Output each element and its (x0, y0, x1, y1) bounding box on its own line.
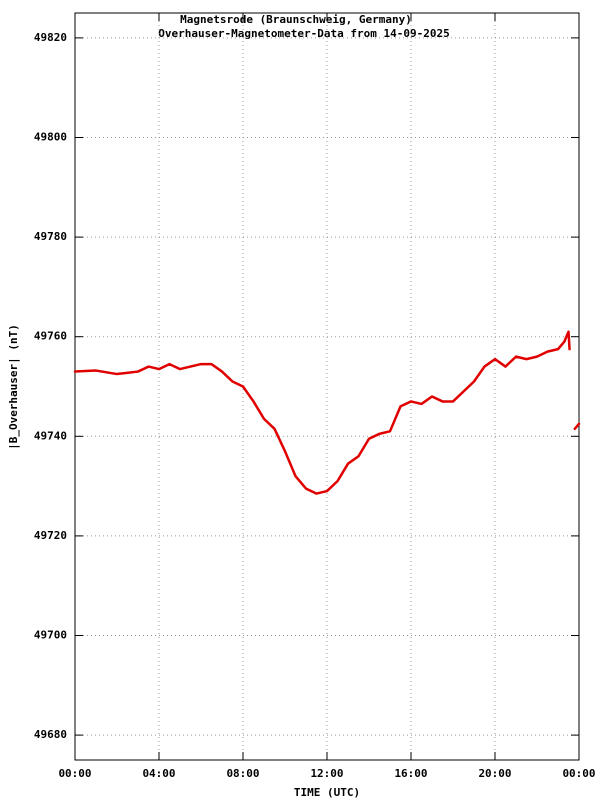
x-tick-label: 08:00 (226, 767, 259, 780)
y-tick-label: 49820 (34, 31, 67, 44)
x-tick-label: 12:00 (310, 767, 343, 780)
y-tick-label: 49780 (34, 230, 67, 243)
y-tick-label: 49800 (34, 131, 67, 144)
x-tick-label: 20:00 (478, 767, 511, 780)
x-tick-label: 00:00 (562, 767, 595, 780)
chart-subtitle: Overhauser-Magnetometer-Data from 14-09-… (158, 27, 449, 40)
y-tick-label: 49700 (34, 629, 67, 642)
x-axis-label: TIME (UTC) (294, 786, 360, 799)
chart-title: Magnetsrode (Braunschweig, Germany) (180, 13, 412, 26)
y-tick-label: 49680 (34, 728, 67, 741)
plot-border (74, 12, 580, 761)
y-tick-label: 49760 (34, 330, 67, 343)
y-tick-label: 49740 (34, 429, 67, 442)
data-line (73, 330, 581, 495)
x-tick-label: 00:00 (58, 767, 91, 780)
y-tick-label: 49720 (34, 529, 67, 542)
x-tick-label: 04:00 (142, 767, 175, 780)
y-axis-label: |B_Overhauser| (nT) (7, 324, 20, 450)
x-tick-label: 16:00 (394, 767, 427, 780)
